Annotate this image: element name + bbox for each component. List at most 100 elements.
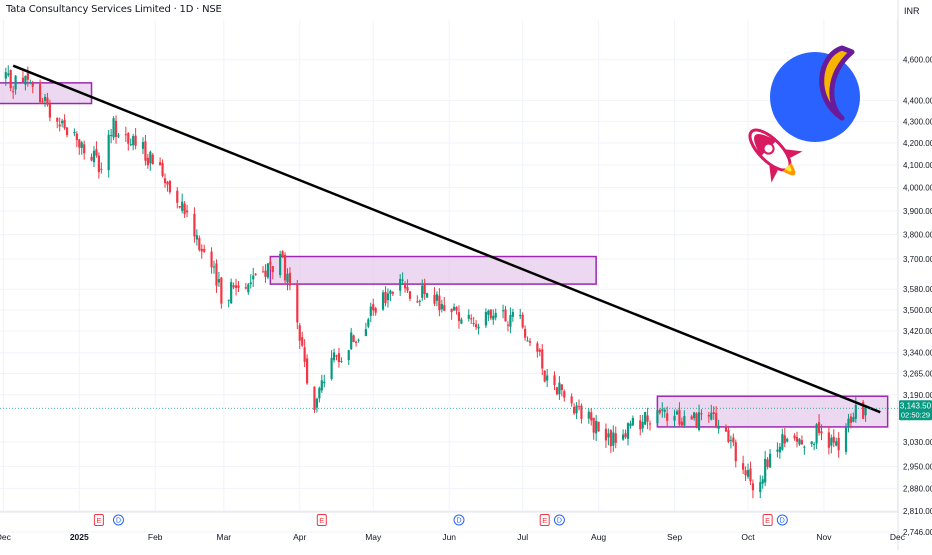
candle-body [48,104,51,118]
candle-body [832,436,835,443]
candle-body [181,201,184,211]
y-tick-label: 4,300.00 [903,117,932,126]
candle-body [575,405,578,414]
candle-body [438,295,441,311]
candle-body [426,293,429,298]
candle-body [536,343,539,352]
candle-body [354,341,358,343]
candle-body [141,142,145,149]
candle-body [264,270,267,277]
x-tick-label: Oct [741,532,755,542]
candle-body [234,285,238,288]
candle-body [595,420,598,434]
last-price-tag [899,400,932,421]
candle-body [134,135,137,146]
candle-body [423,284,426,295]
candle-body [357,339,360,341]
candle-body [621,434,625,440]
candle-body [337,353,341,363]
candle-body [783,435,786,444]
candle-body [592,417,595,433]
candle-body [470,318,473,320]
candle-body [381,292,385,310]
candle-body [484,312,488,326]
candle-body [609,430,612,447]
candle-body [313,386,316,411]
x-tick-label: 2025 [70,532,89,542]
candle-body [798,439,801,445]
y-tick-label: 3,420.00 [903,327,932,336]
candle-body [399,278,402,291]
candle-body [712,412,715,414]
candle-body [555,387,559,395]
candle-body [793,435,796,439]
candle-body [296,284,299,323]
candle-body [656,410,659,424]
candle-body [761,479,764,484]
candle-body [710,412,713,420]
candle-body [369,306,372,316]
candle-body [178,206,181,208]
candle-body [127,133,130,144]
candle-body [477,326,480,329]
candle-body [232,285,235,288]
candle-body [862,401,865,419]
trendline [12,64,881,414]
candle-body [849,416,853,423]
candle-body [631,418,634,426]
candle-body [707,414,710,417]
candle-body [504,309,507,322]
candle-body [830,437,833,446]
x-tick-label: Sep [667,532,682,542]
candle-body [21,77,25,82]
candle-body [700,413,703,415]
candle-body [254,273,257,275]
candle-body [252,275,255,280]
candle-body [666,413,669,421]
candle-body [129,144,132,146]
candle-body [401,279,404,281]
candle-body [624,433,627,438]
candle-body [29,82,32,84]
candle-body [768,453,772,468]
earnings-label: E [96,516,101,525]
candle-body [759,482,762,493]
candle-body [367,319,370,327]
candle-body [852,417,855,422]
y-tick-label: 3,900.00 [903,207,932,216]
candle-body [715,413,718,427]
dividend-event [453,514,465,526]
candle-body [648,423,652,425]
candle-body [467,314,470,319]
x-tick-label: Dec [890,532,906,542]
candle-body [693,412,696,419]
candle-body [810,441,813,444]
candle-body [646,415,649,422]
y-tick-label: 3,030.00 [903,438,932,447]
y-tick-label: 2,746.00 [903,528,932,537]
last-price-value: 3,143.50 [900,402,932,411]
candle-body [546,375,549,381]
candle-body [457,312,461,322]
trendline-layer [12,64,881,414]
candle-body [350,332,353,350]
y-tick-label: 2,810.00 [903,507,932,516]
candle-body [271,266,274,273]
last-price-countdown: 02:50:29 [901,411,930,420]
candle-body [455,307,458,311]
candle-body [230,282,233,304]
candle-body [92,150,96,163]
candle-body [590,412,593,421]
candle-body [847,418,850,427]
y-tick-label: 2,880.00 [903,484,932,493]
x-tick-label: Mar [216,532,231,542]
candle-body [80,142,83,148]
currency-label[interactable]: INR [904,6,920,16]
candle-body [663,409,666,412]
candle-body [749,468,752,482]
candle-body [528,341,532,343]
candle-body [7,73,10,76]
candle-body [776,449,779,452]
